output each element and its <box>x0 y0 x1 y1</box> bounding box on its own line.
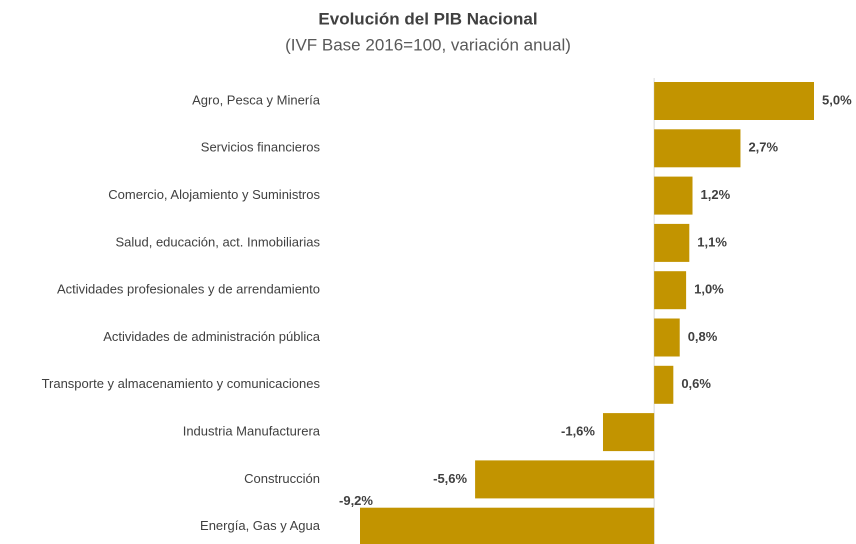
bar <box>654 176 693 215</box>
bar <box>475 460 655 499</box>
chart-subtitle: (IVF Base 2016=100, variación anual) <box>285 35 571 54</box>
value-label: 1,2% <box>701 187 731 202</box>
category-label: Industria Manufacturera <box>183 424 321 439</box>
bar <box>602 413 655 452</box>
value-label: 5,0% <box>822 92 852 107</box>
value-label: 2,7% <box>748 140 778 155</box>
category-label: Agro, Pesca y Minería <box>192 92 321 107</box>
value-label: 0,8% <box>688 329 718 344</box>
bar <box>654 223 690 262</box>
category-label: Servicios financieros <box>201 140 321 155</box>
value-label: -9,2% <box>339 493 373 508</box>
bar <box>654 129 741 168</box>
bar <box>654 271 687 310</box>
category-label: Comercio, Alojamiento y Suministros <box>108 187 320 202</box>
category-label: Actividades profesionales y de arrendami… <box>57 282 320 297</box>
value-label: -1,6% <box>561 424 595 439</box>
bar <box>654 318 680 357</box>
category-label: Energía, Gas y Agua <box>200 518 321 533</box>
category-label: Transporte y almacenamiento y comunicaci… <box>42 376 321 391</box>
value-label: 0,6% <box>681 376 711 391</box>
category-label: Construcción <box>244 471 320 486</box>
category-label: Actividades de administración pública <box>103 329 321 344</box>
category-label: Salud, educación, act. Inmobiliarias <box>115 234 320 249</box>
value-label: 1,1% <box>697 234 727 249</box>
bar <box>654 365 674 404</box>
bar <box>360 507 655 544</box>
value-label: 1,0% <box>694 282 724 297</box>
chart-title: Evolución del PIB Nacional <box>318 9 537 28</box>
bar <box>654 82 814 120</box>
value-label: -5,6% <box>433 471 467 486</box>
